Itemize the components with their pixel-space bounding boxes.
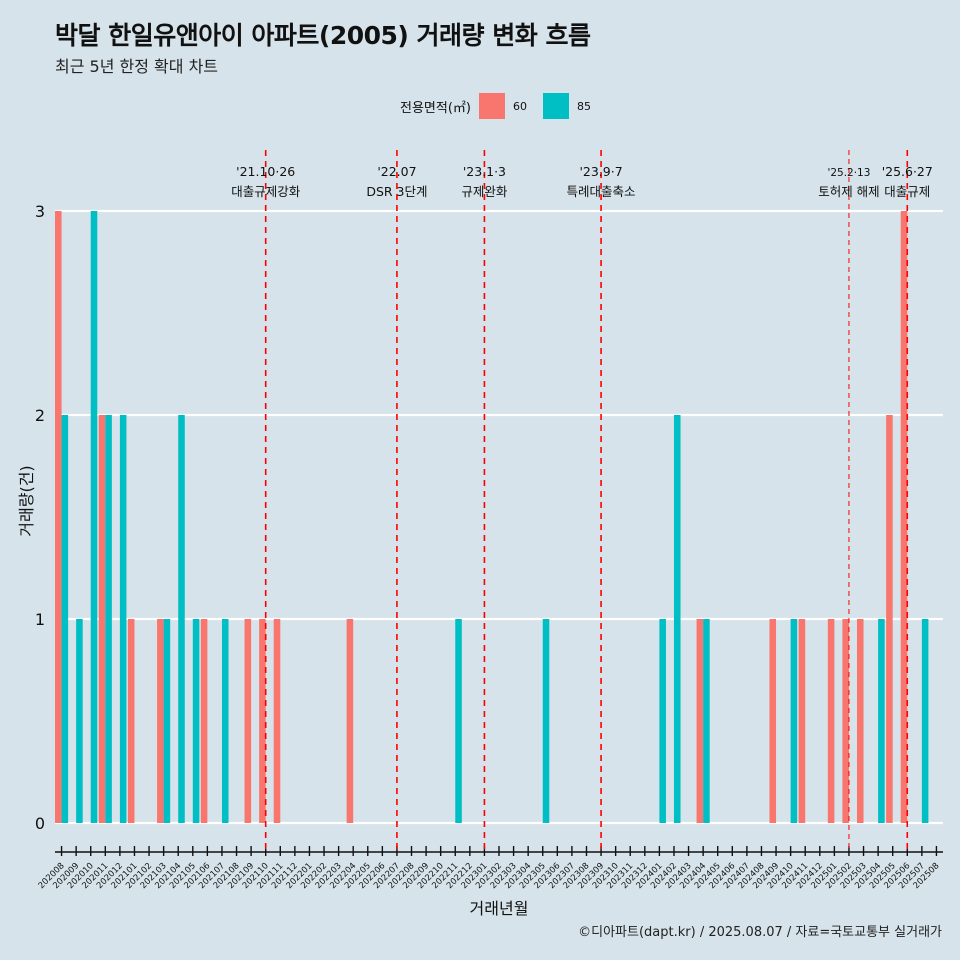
bar-85-202011 bbox=[105, 415, 112, 823]
bar-60-202008 bbox=[55, 211, 62, 823]
legend-label-60: 60 bbox=[512, 99, 527, 113]
y-tick-label-1: 1 bbox=[35, 610, 45, 629]
annotation-label-202207: DSR 3단계 bbox=[366, 184, 427, 199]
bar-60-202503 bbox=[856, 619, 864, 823]
legend-swatch-60 bbox=[478, 93, 505, 119]
annotation-label-202301: 규제완화 bbox=[461, 184, 508, 199]
chart-title: 박달 한일유앤아이 아파트(2005) 거래량 변화 흐름 bbox=[55, 21, 591, 50]
bar-85-202104 bbox=[178, 415, 185, 823]
bar-60-202502 bbox=[842, 619, 849, 823]
y-tick-label-2: 2 bbox=[35, 406, 45, 425]
annotation-label-202502: 토허제 해제 bbox=[818, 184, 879, 199]
bar-85-202012 bbox=[119, 415, 127, 823]
bar-85-202103 bbox=[163, 619, 171, 823]
annotation-date-202309: '23.9·7 bbox=[579, 164, 622, 179]
y-tick-label-3: 3 bbox=[35, 202, 45, 221]
bar-85-202404 bbox=[703, 619, 710, 823]
legend: 전용면적(㎡) 60 85 bbox=[400, 93, 607, 119]
bar-85-202402 bbox=[673, 415, 681, 823]
bar-85-202507 bbox=[921, 619, 929, 823]
bar-85-202010 bbox=[90, 211, 98, 823]
annotation-label-202110: 대출규제강화 bbox=[231, 184, 301, 199]
bar-85-202305 bbox=[542, 619, 550, 823]
bar-60-202110 bbox=[259, 619, 266, 823]
x-axis-title: 거래년월 bbox=[470, 899, 529, 918]
bar-85-202401 bbox=[659, 619, 666, 823]
legend-title: 전용면적(㎡) bbox=[400, 100, 471, 116]
legend-swatch-85 bbox=[542, 93, 569, 119]
y-tick-label-0: 0 bbox=[35, 814, 45, 833]
bar-85-202504 bbox=[878, 619, 885, 823]
bar-60-202505 bbox=[886, 415, 893, 823]
annotation-date-202207: '22.07 bbox=[377, 164, 416, 179]
bar-60-202204 bbox=[346, 619, 354, 823]
bar-60-202106 bbox=[200, 619, 208, 823]
annotation-label-202309: 특례대출축소 bbox=[567, 184, 636, 199]
chart-subtitle: 최근 5년 한정 확대 차트 bbox=[55, 57, 219, 76]
y-axis-title: 거래량(건) bbox=[17, 465, 36, 536]
annotation-label-202506: 대출규제 bbox=[884, 184, 930, 199]
bar-85-202008 bbox=[61, 415, 69, 823]
bar-60-202103 bbox=[157, 619, 164, 823]
legend-label-85: 85 bbox=[576, 99, 591, 113]
bar-60-202011 bbox=[98, 415, 106, 823]
bar-85-202105 bbox=[192, 619, 200, 823]
source-caption: ©디아파트(dapt.kr) / 2025.08.07 / 자료=국토교통부 실… bbox=[578, 925, 942, 940]
bar-85-202410 bbox=[790, 619, 798, 823]
annotation-date-202502: '25.2·13 bbox=[827, 167, 870, 179]
annotation-date-202301: '23.1·3 bbox=[463, 164, 506, 179]
bar-85-202107 bbox=[221, 619, 229, 823]
bar-60-202506 bbox=[900, 211, 908, 823]
annotation-date-202110: '21.10·26 bbox=[236, 164, 295, 179]
bar-60-202409 bbox=[769, 619, 777, 823]
bar-85-202009 bbox=[76, 619, 83, 823]
bar-85-202211 bbox=[455, 619, 462, 823]
bar-60-202109 bbox=[244, 619, 252, 823]
bar-60-202101 bbox=[127, 619, 135, 823]
bar-60-202501 bbox=[827, 619, 835, 823]
bar-60-202111 bbox=[273, 619, 281, 823]
bar-60-202411 bbox=[798, 619, 806, 823]
annotation-date-202506: '25.6·27 bbox=[882, 164, 933, 179]
bar-60-202404 bbox=[696, 619, 704, 823]
